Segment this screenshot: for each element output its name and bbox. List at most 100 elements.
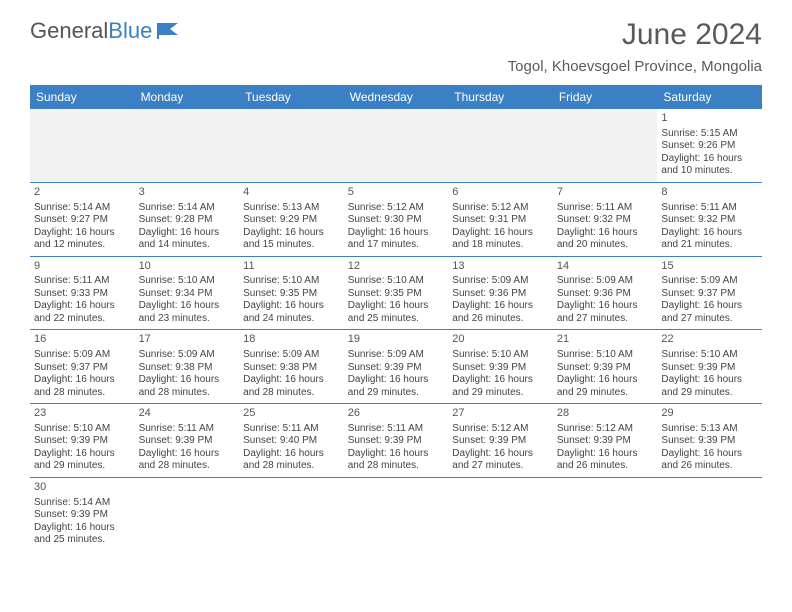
day-number: 13: [452, 260, 549, 274]
day-number: 18: [243, 333, 340, 347]
daylight1-text: Daylight: 16 hours: [348, 227, 445, 240]
day-header-cell: Sunday: [30, 85, 135, 109]
daylight2-text: and 28 minutes.: [243, 460, 340, 473]
calendar-cell: 5Sunrise: 5:12 AMSunset: 9:30 PMDaylight…: [344, 183, 449, 256]
daylight1-text: Daylight: 16 hours: [452, 300, 549, 313]
day-number: 22: [661, 333, 758, 347]
daylight1-text: Daylight: 16 hours: [243, 374, 340, 387]
calendar-cell: 18Sunrise: 5:09 AMSunset: 9:38 PMDayligh…: [239, 330, 344, 403]
daylight2-text: and 25 minutes.: [34, 534, 131, 547]
day-number: 1: [661, 112, 758, 126]
calendar-cell: 1Sunrise: 5:15 AMSunset: 9:26 PMDaylight…: [657, 109, 762, 182]
daylight1-text: Daylight: 16 hours: [348, 300, 445, 313]
sunrise-text: Sunrise: 5:10 AM: [34, 423, 131, 436]
sunrise-text: Sunrise: 5:14 AM: [139, 202, 236, 215]
calendar-cell: [344, 478, 449, 551]
daylight2-text: and 28 minutes.: [139, 460, 236, 473]
daylight2-text: and 21 minutes.: [661, 239, 758, 252]
sunrise-text: Sunrise: 5:14 AM: [34, 202, 131, 215]
sunset-text: Sunset: 9:39 PM: [661, 435, 758, 448]
day-number: 23: [34, 407, 131, 421]
sunset-text: Sunset: 9:39 PM: [557, 362, 654, 375]
day-number: 24: [139, 407, 236, 421]
week-row: 16Sunrise: 5:09 AMSunset: 9:37 PMDayligh…: [30, 330, 762, 404]
daylight1-text: Daylight: 16 hours: [34, 522, 131, 535]
day-number: 29: [661, 407, 758, 421]
sunrise-text: Sunrise: 5:09 AM: [661, 275, 758, 288]
day-number: 27: [452, 407, 549, 421]
logo: GeneralBlue: [30, 18, 182, 44]
calendar-cell: 25Sunrise: 5:11 AMSunset: 9:40 PMDayligh…: [239, 404, 344, 477]
sunset-text: Sunset: 9:29 PM: [243, 214, 340, 227]
sunset-text: Sunset: 9:39 PM: [661, 362, 758, 375]
calendar-cell: 3Sunrise: 5:14 AMSunset: 9:28 PMDaylight…: [135, 183, 240, 256]
sunset-text: Sunset: 9:32 PM: [557, 214, 654, 227]
calendar-cell: 13Sunrise: 5:09 AMSunset: 9:36 PMDayligh…: [448, 257, 553, 330]
sunset-text: Sunset: 9:36 PM: [557, 288, 654, 301]
calendar-cell: 24Sunrise: 5:11 AMSunset: 9:39 PMDayligh…: [135, 404, 240, 477]
daylight1-text: Daylight: 16 hours: [243, 300, 340, 313]
calendar-cell: 14Sunrise: 5:09 AMSunset: 9:36 PMDayligh…: [553, 257, 658, 330]
calendar-cell: [239, 478, 344, 551]
calendar-cell: 26Sunrise: 5:11 AMSunset: 9:39 PMDayligh…: [344, 404, 449, 477]
sunset-text: Sunset: 9:39 PM: [139, 435, 236, 448]
week-row: 9Sunrise: 5:11 AMSunset: 9:33 PMDaylight…: [30, 257, 762, 331]
sunset-text: Sunset: 9:37 PM: [661, 288, 758, 301]
sunset-text: Sunset: 9:39 PM: [348, 362, 445, 375]
daylight1-text: Daylight: 16 hours: [452, 227, 549, 240]
calendar-cell: 27Sunrise: 5:12 AMSunset: 9:39 PMDayligh…: [448, 404, 553, 477]
day-number: 3: [139, 186, 236, 200]
day-number: 20: [452, 333, 549, 347]
sunset-text: Sunset: 9:39 PM: [452, 435, 549, 448]
daylight2-text: and 12 minutes.: [34, 239, 131, 252]
daylight1-text: Daylight: 16 hours: [139, 374, 236, 387]
daylight2-text: and 28 minutes.: [348, 460, 445, 473]
sunset-text: Sunset: 9:39 PM: [452, 362, 549, 375]
sunset-text: Sunset: 9:39 PM: [34, 509, 131, 522]
month-title: June 2024: [508, 18, 762, 52]
calendar-cell: 28Sunrise: 5:12 AMSunset: 9:39 PMDayligh…: [553, 404, 658, 477]
daylight2-text: and 29 minutes.: [557, 387, 654, 400]
day-number: 10: [139, 260, 236, 274]
day-number: 4: [243, 186, 340, 200]
sunrise-text: Sunrise: 5:11 AM: [348, 423, 445, 436]
daylight2-text: and 28 minutes.: [34, 387, 131, 400]
week-row: 30Sunrise: 5:14 AMSunset: 9:39 PMDayligh…: [30, 478, 762, 551]
title-block: June 2024 Togol, Khoevsgoel Province, Mo…: [508, 18, 762, 75]
sunset-text: Sunset: 9:31 PM: [452, 214, 549, 227]
daylight2-text: and 17 minutes.: [348, 239, 445, 252]
day-header-cell: Tuesday: [239, 85, 344, 109]
sunrise-text: Sunrise: 5:13 AM: [661, 423, 758, 436]
daylight1-text: Daylight: 16 hours: [557, 374, 654, 387]
day-header-cell: Monday: [135, 85, 240, 109]
sunset-text: Sunset: 9:35 PM: [243, 288, 340, 301]
calendar-cell: [448, 109, 553, 182]
sunrise-text: Sunrise: 5:12 AM: [557, 423, 654, 436]
day-number: 16: [34, 333, 131, 347]
daylight1-text: Daylight: 16 hours: [661, 448, 758, 461]
sunrise-text: Sunrise: 5:10 AM: [452, 349, 549, 362]
daylight1-text: Daylight: 16 hours: [452, 374, 549, 387]
day-number: 11: [243, 260, 340, 274]
calendar-cell: [135, 478, 240, 551]
day-number: 17: [139, 333, 236, 347]
day-number: 30: [34, 481, 131, 495]
day-number: 19: [348, 333, 445, 347]
day-number: 6: [452, 186, 549, 200]
sunrise-text: Sunrise: 5:10 AM: [243, 275, 340, 288]
sunrise-text: Sunrise: 5:11 AM: [34, 275, 131, 288]
daylight1-text: Daylight: 16 hours: [34, 448, 131, 461]
sunrise-text: Sunrise: 5:09 AM: [243, 349, 340, 362]
calendar-cell: 12Sunrise: 5:10 AMSunset: 9:35 PMDayligh…: [344, 257, 449, 330]
sunrise-text: Sunrise: 5:09 AM: [139, 349, 236, 362]
daylight1-text: Daylight: 16 hours: [557, 448, 654, 461]
calendar-cell: 9Sunrise: 5:11 AMSunset: 9:33 PMDaylight…: [30, 257, 135, 330]
day-header-row: SundayMondayTuesdayWednesdayThursdayFrid…: [30, 85, 762, 109]
daylight1-text: Daylight: 16 hours: [139, 448, 236, 461]
calendar-cell: 2Sunrise: 5:14 AMSunset: 9:27 PMDaylight…: [30, 183, 135, 256]
daylight2-text: and 26 minutes.: [661, 460, 758, 473]
day-number: 5: [348, 186, 445, 200]
sunrise-text: Sunrise: 5:10 AM: [139, 275, 236, 288]
sunrise-text: Sunrise: 5:12 AM: [452, 202, 549, 215]
calendar-cell: 10Sunrise: 5:10 AMSunset: 9:34 PMDayligh…: [135, 257, 240, 330]
